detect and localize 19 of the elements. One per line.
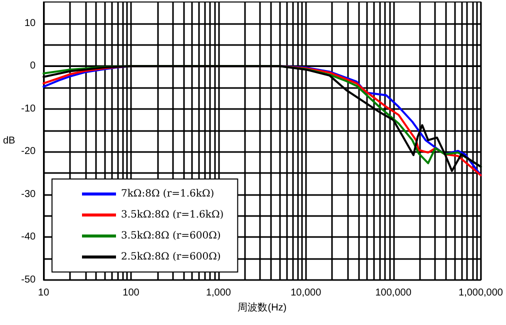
y-tick-label: -30	[21, 188, 36, 200]
x-tick-label: 1,000,000	[458, 288, 504, 298]
legend-label: 3.5kΩ:8Ω (r=600Ω)	[121, 230, 221, 242]
y-axis-title: dB	[2, 136, 16, 146]
y-tick-label: -40	[21, 232, 36, 243]
x-tick-label: 100	[122, 288, 140, 298]
legend-label: 2.5kΩ:8Ω (r=600Ω)	[121, 252, 221, 262]
y-tick-label: 10	[24, 18, 36, 29]
x-axis-title: 周波数(Hz)	[238, 301, 287, 314]
x-tick-label: 1,000	[206, 288, 232, 298]
y-tick-label: -50	[21, 274, 36, 286]
y-tick-label: -20	[21, 146, 36, 158]
y-tick-label: 0	[30, 60, 36, 72]
x-tick-label: 100,000	[375, 288, 412, 298]
y-tick-label: -10	[21, 103, 36, 114]
x-tick-label: 10,000	[290, 288, 322, 298]
legend-label: 7kΩ:8Ω (r=1.6kΩ)	[121, 188, 214, 200]
legend-label: 3.5kΩ:8Ω (r=1.6kΩ)	[121, 210, 224, 220]
x-tick-label: 10	[38, 288, 50, 298]
